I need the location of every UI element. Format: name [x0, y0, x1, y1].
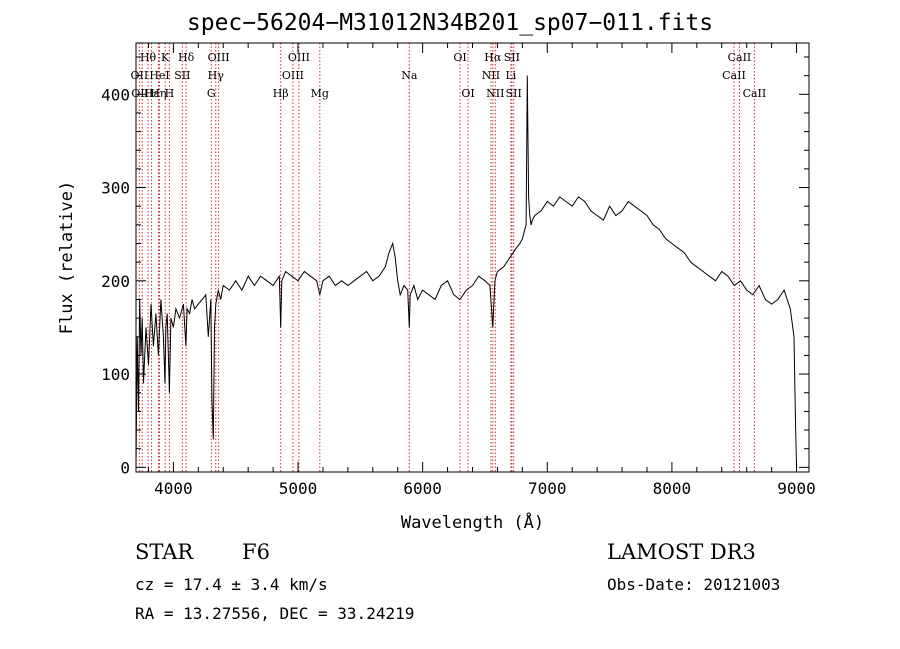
redshift-text: cz = 17.4 ± 3.4 km/s [135, 575, 328, 594]
x-tick-label: 9000 [777, 479, 816, 498]
spectral-line-label: Hα [484, 51, 502, 64]
spectral-line-label: SII [504, 51, 520, 64]
spectral-line-label: Hβ [273, 87, 289, 100]
spectral-line-label: SII [174, 69, 190, 82]
spectral-line-label: NII [486, 87, 504, 100]
spectral-line-markers [138, 43, 755, 472]
y-tick-label: 200 [101, 272, 130, 291]
spectral-line-label: Mg [311, 87, 329, 100]
spectral-line-label: Li [505, 69, 516, 82]
spectral-line-label: Hε [144, 87, 160, 100]
spectral-line-label: Hη [150, 87, 166, 100]
spectral-line-label: OIII [131, 87, 153, 100]
plot-frame [135, 42, 810, 473]
spectral-line-label: Hθ [140, 51, 157, 64]
spectral-line-label: OIII [282, 69, 304, 82]
spectral-line-label: OIII [208, 51, 230, 64]
x-tick-label: 7000 [528, 479, 567, 498]
object-subclass: F6 [242, 540, 270, 564]
axis-ticks [136, 43, 809, 472]
spectral-line-label: CaII [728, 51, 752, 64]
x-tick-label: 4000 [154, 479, 193, 498]
spectral-line-label: CaII [743, 87, 767, 100]
x-tick-label: 6000 [403, 479, 442, 498]
spectral-line-label: Hγ [208, 69, 225, 82]
obs-date: Obs-Date: 20121003 [607, 575, 781, 594]
axis-tick-labels: 4000 5000 6000 7000 8000 9000 0 100 200 300 400 [101, 85, 816, 498]
y-tick-label: 0 [120, 458, 130, 477]
y-tick-label: 300 [101, 179, 130, 198]
spectral-line-label: H [165, 87, 175, 100]
spectral-line-label: Hδ [178, 51, 195, 64]
spectral-line-label: K [161, 51, 170, 64]
object-class: STAR [135, 540, 194, 564]
chart-title: spec−56204−M31012N34B201_sp07−011.fits [186, 10, 714, 36]
survey-name: LAMOST DR3 [607, 540, 756, 564]
y-axis-label: Flux (relative) [57, 181, 77, 335]
spectral-line-label: Na [401, 69, 418, 82]
spectral-line-label: OI [461, 87, 474, 100]
spectral-line-label: G [207, 87, 216, 100]
y-tick-label: 100 [101, 365, 130, 384]
y-tick-label: 400 [101, 85, 130, 104]
spectral-line-label: OIII [288, 51, 310, 64]
spectrum-series-line [135, 75, 797, 468]
spectral-line-label: OI [453, 51, 466, 64]
spectral-line-label: HeI [149, 69, 169, 82]
spectral-line-label: NII [482, 69, 500, 82]
x-tick-label: 8000 [653, 479, 692, 498]
spectral-line-label: CaII [722, 69, 746, 82]
x-axis-label: Wavelength (Å) [401, 511, 544, 533]
spectral-line-label: SII [506, 87, 522, 100]
x-tick-label: 5000 [279, 479, 318, 498]
coordinates-text: RA = 13.27556, DEC = 33.24219 [135, 604, 415, 623]
